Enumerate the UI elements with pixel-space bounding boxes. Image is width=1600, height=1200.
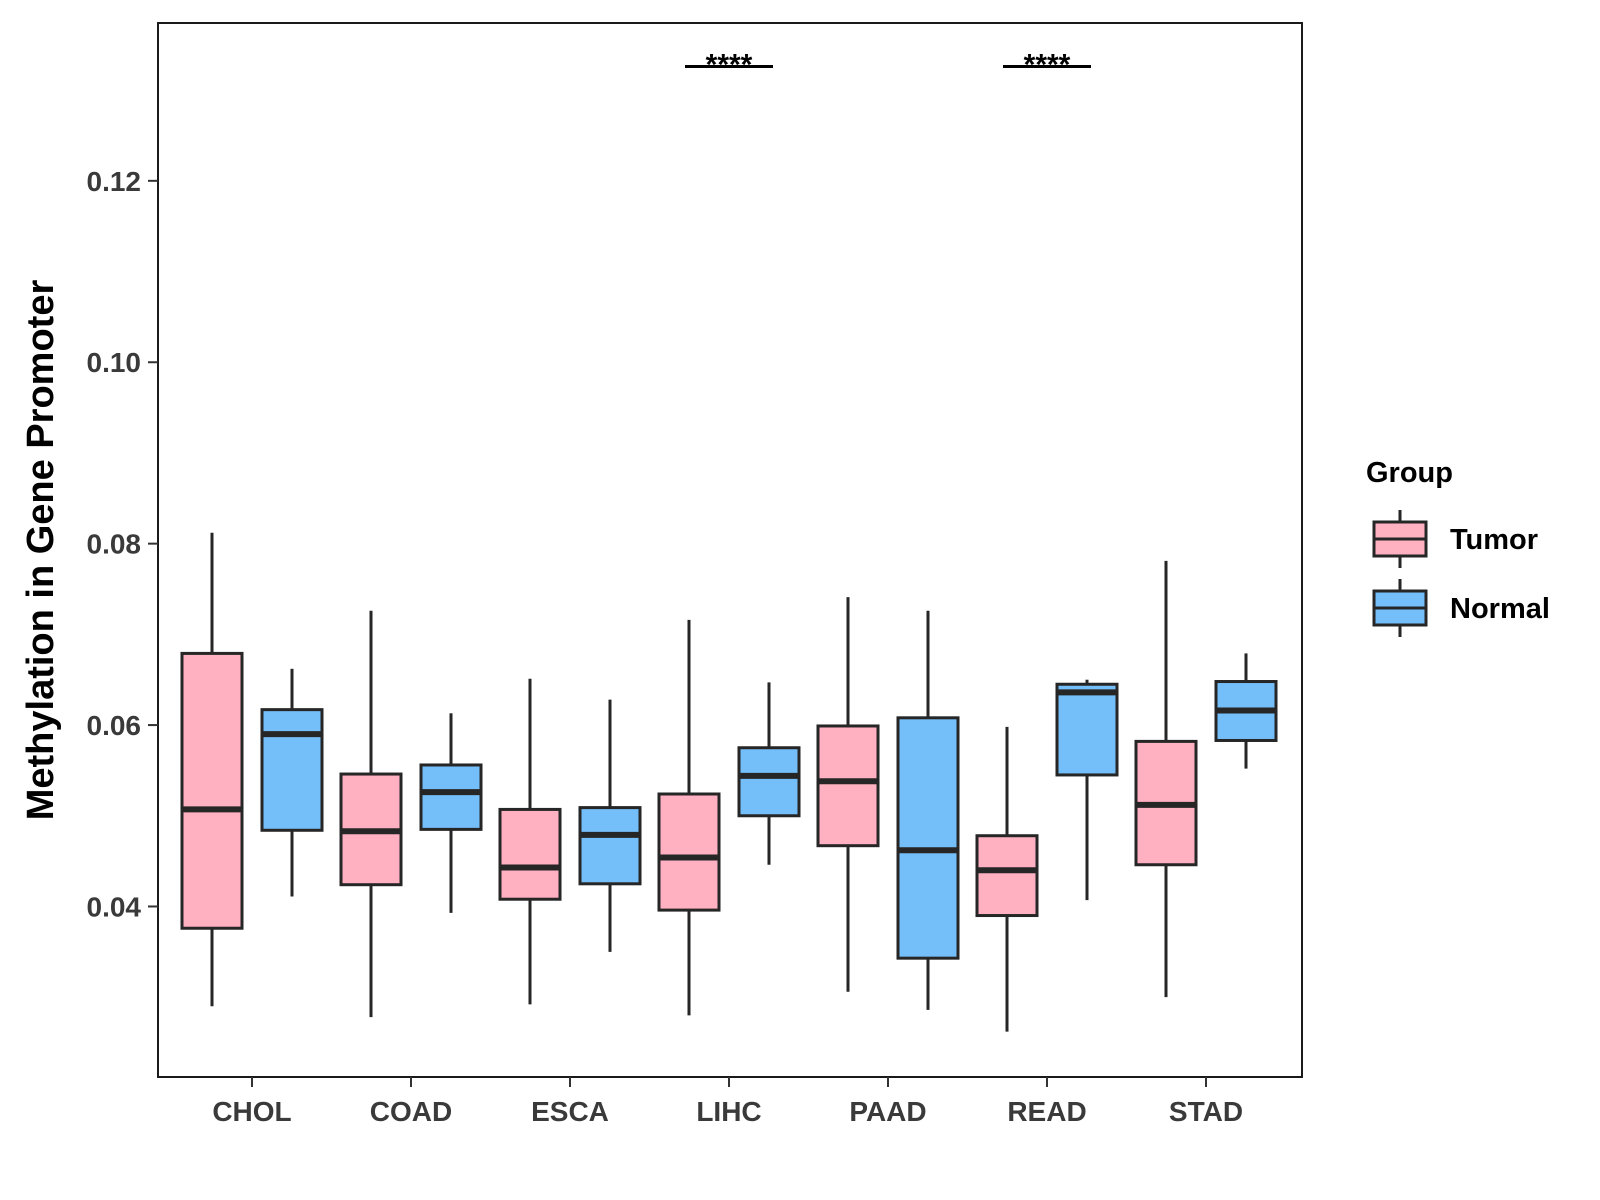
significance-read: **** bbox=[1003, 49, 1091, 82]
box-iqr bbox=[975, 834, 1039, 918]
x-tick-label: COAD bbox=[370, 1096, 452, 1127]
box-read-normal bbox=[1055, 679, 1119, 901]
box-iqr bbox=[578, 806, 642, 886]
y-tick-label: 0.10 bbox=[87, 347, 142, 378]
box-paad-tumor bbox=[816, 597, 880, 992]
box-coad-tumor bbox=[339, 610, 403, 1018]
box-esca-tumor bbox=[498, 678, 562, 1005]
box-chol-normal bbox=[260, 668, 324, 897]
box-iqr bbox=[737, 746, 801, 818]
box-esca-normal bbox=[578, 699, 642, 952]
box-stad-tumor bbox=[1134, 560, 1198, 998]
x-tick-label: PAAD bbox=[849, 1096, 926, 1127]
box-chol-tumor bbox=[180, 532, 244, 1007]
significance-label: **** bbox=[706, 49, 753, 82]
box-iqr bbox=[1055, 682, 1119, 777]
y-tick-label: 0.12 bbox=[87, 166, 142, 197]
box-lihc-normal bbox=[737, 682, 801, 865]
legend-item-normal: Normal bbox=[1372, 579, 1550, 637]
y-tick-label: 0.06 bbox=[87, 710, 142, 741]
box-stad-normal bbox=[1214, 653, 1278, 769]
box-coad-normal bbox=[419, 713, 483, 913]
legend-item-tumor: Tumor bbox=[1372, 510, 1538, 568]
legend-label: Normal bbox=[1450, 593, 1550, 625]
box-iqr bbox=[896, 716, 960, 960]
box-iqr bbox=[180, 651, 244, 930]
box-paad-normal bbox=[896, 610, 960, 1010]
plot-panel-border bbox=[157, 22, 1303, 1078]
box-read-tumor bbox=[975, 726, 1039, 1032]
significance-lihc: **** bbox=[685, 49, 773, 82]
box-iqr bbox=[657, 792, 721, 912]
significance-label: **** bbox=[1024, 49, 1071, 82]
x-tick-label: STAD bbox=[1169, 1096, 1243, 1127]
x-tick-label: ESCA bbox=[531, 1096, 609, 1127]
x-tick-label: READ bbox=[1007, 1096, 1086, 1127]
box-iqr bbox=[816, 724, 880, 848]
box-lihc-tumor bbox=[657, 619, 721, 1016]
y-tick-label: 0.04 bbox=[87, 891, 142, 922]
box-iqr bbox=[260, 708, 324, 832]
y-tick-label: 0.08 bbox=[87, 529, 142, 560]
box-iqr bbox=[498, 807, 562, 901]
legend-title: Group bbox=[1366, 457, 1453, 489]
box-iqr bbox=[419, 763, 483, 831]
x-tick-label: LIHC bbox=[696, 1096, 761, 1127]
legend-label: Tumor bbox=[1450, 524, 1538, 556]
y-axis-title: Methylation in Gene Promoter bbox=[20, 280, 62, 821]
x-tick-label: CHOL bbox=[212, 1096, 291, 1127]
